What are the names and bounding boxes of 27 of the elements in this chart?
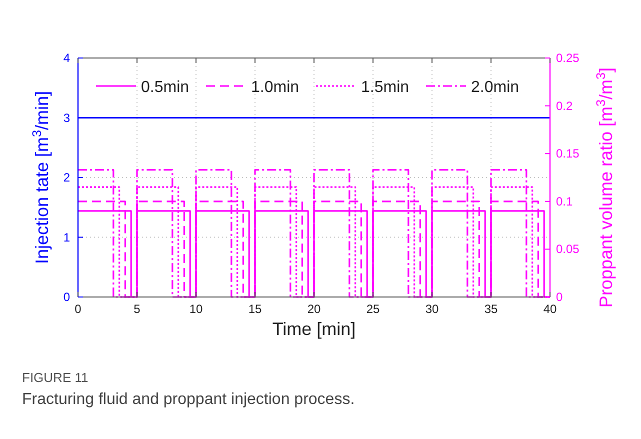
y-tick-label: 1 [63, 230, 70, 244]
x-tick-label: 20 [307, 302, 321, 316]
x-tick-label: 10 [189, 302, 203, 316]
legend-label: 0.5min [141, 79, 190, 96]
y-tick-label: 4 [63, 51, 70, 65]
y2-tick-label: 0.05 [556, 242, 580, 256]
x-tick-label: 35 [484, 302, 498, 316]
y-tick-label: 0 [63, 290, 70, 304]
legend-label: 1.5min [361, 79, 410, 96]
text: Fracturing fluid and proppant injection process. [22, 391, 355, 408]
y2-tick-label: 0.1 [556, 194, 574, 208]
x-axis-title: Time [min] [272, 319, 356, 339]
legend-label: 1.0min [251, 79, 300, 96]
x-tick-label: 30 [425, 302, 439, 316]
y-tick-label: 2 [63, 170, 70, 184]
y2-tick-label: 0.15 [556, 146, 580, 161]
y2-tick-label: 0.25 [556, 51, 580, 65]
y2-tick-label: 0.2 [556, 98, 574, 113]
caption: FIGURE 11 [22, 370, 88, 385]
x-tick-label: 15 [248, 302, 262, 316]
x-tick-label: 40 [543, 302, 557, 316]
x-tick-label: 0 [74, 302, 82, 316]
legend-label: 2.0min [471, 79, 520, 96]
x-tick-label: 5 [134, 302, 141, 316]
x-tick-label: 25 [366, 302, 380, 316]
y2-tick-label: 0 [556, 290, 563, 304]
y-tick-label: 3 [63, 110, 70, 125]
